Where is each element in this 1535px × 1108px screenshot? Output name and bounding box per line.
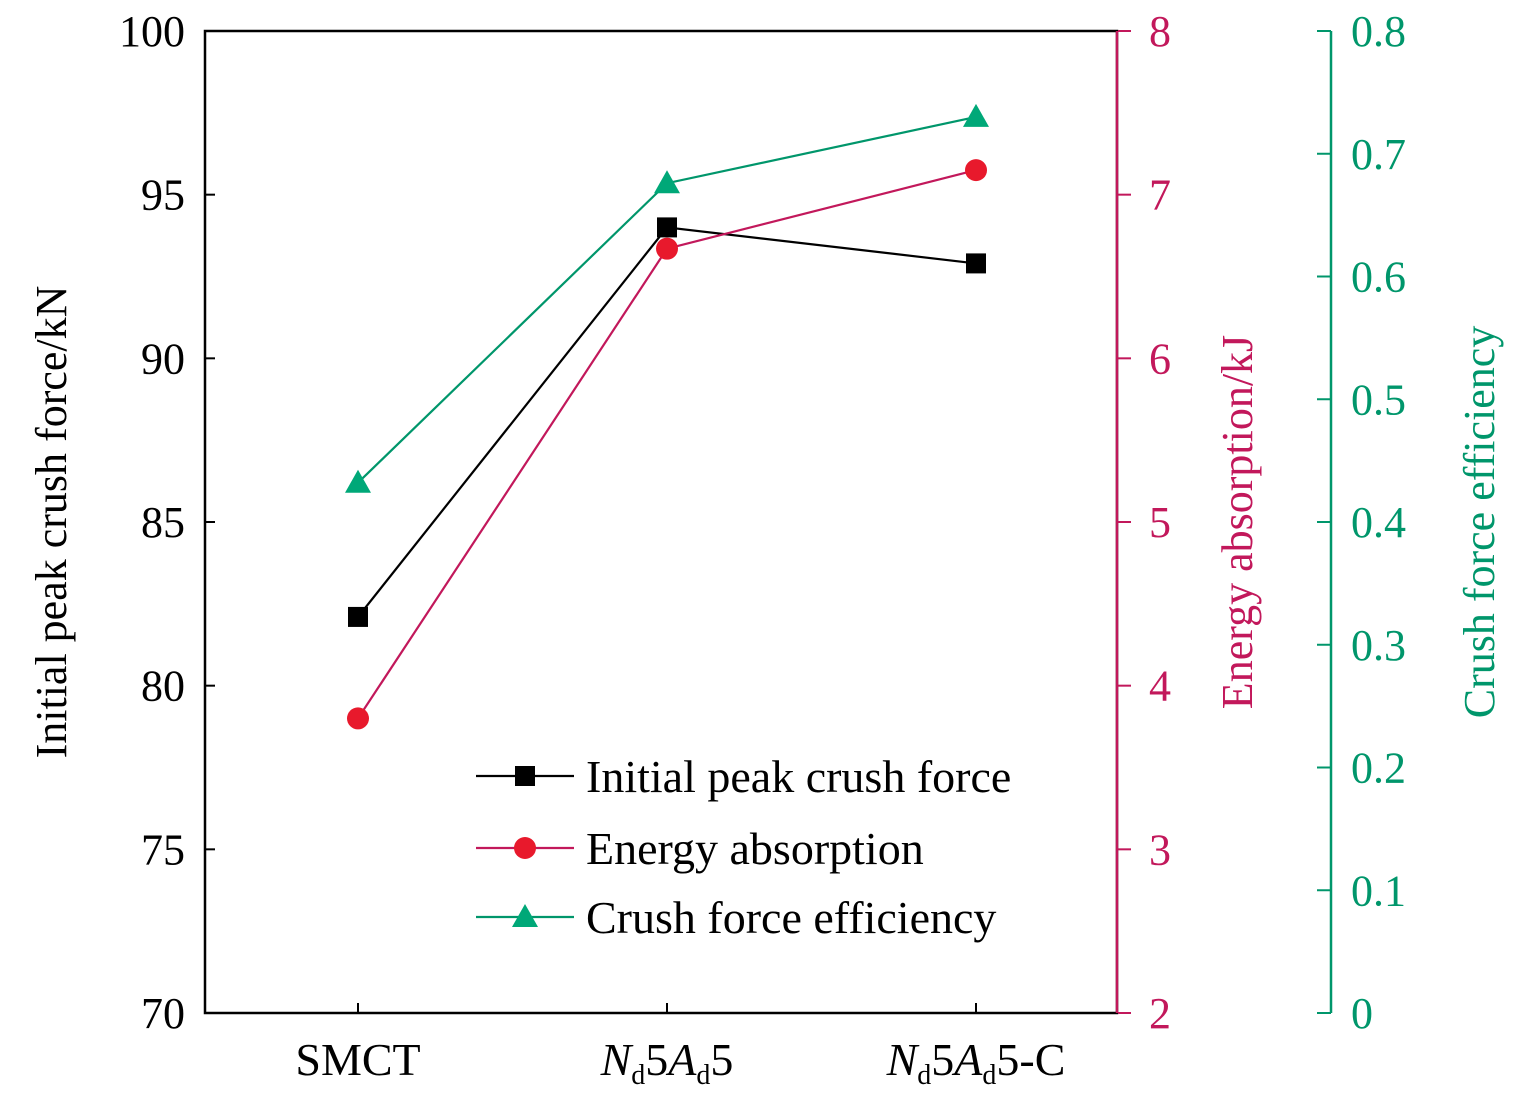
legend-label: Crush force efficiency <box>586 892 996 943</box>
efficiency-axis-tick-label: 0.2 <box>1351 744 1406 793</box>
x-axis: SMCT Nd5Ad5 Nd5Ad5-C <box>295 1003 1065 1091</box>
efficiency-axis-tick-label: 0 <box>1351 989 1373 1038</box>
energy-axis-tick-label: 5 <box>1149 498 1171 547</box>
data-point-crush-force-efficiency <box>654 170 680 194</box>
legend-label: Energy absorption <box>586 823 924 874</box>
series-energy-absorption <box>347 159 987 730</box>
data-point-initial-peak-crush-force <box>966 253 986 274</box>
data-point-energy-absorption <box>656 237 678 260</box>
data-point-crush-force-efficiency <box>345 469 371 493</box>
series-initial-peak-crush-force <box>348 217 986 627</box>
efficiency-axis-tick-label: 0.5 <box>1351 375 1406 424</box>
energy-axis: 2 3 4 5 6 7 8 <box>1115 7 1171 1038</box>
left-axis-tick-label: 95 <box>141 171 185 220</box>
efficiency-axis-title: Crush force efficiency <box>1455 326 1504 719</box>
left-axis: 70 75 80 85 90 95 100 <box>119 7 215 1038</box>
legend: Initial peak crush force Energy absorptio… <box>476 751 1011 943</box>
legend-marker <box>515 766 535 786</box>
efficiency-axis: 0 0.1 0.2 0.3 0.4 0.5 0.6 0.7 0.8 <box>1317 7 1406 1038</box>
x-axis-category-label: Nd5Ad5-C <box>886 1034 1066 1091</box>
data-point-energy-absorption <box>965 159 987 182</box>
energy-axis-tick-label: 6 <box>1149 334 1171 383</box>
efficiency-axis-tick-label: 0.4 <box>1351 498 1406 547</box>
series-line-initial-peak-crush-force <box>357 226 977 618</box>
legend-label: Initial peak crush force <box>586 751 1011 802</box>
data-point-initial-peak-crush-force <box>657 217 677 238</box>
energy-axis-tick-label: 7 <box>1149 171 1171 220</box>
data-point-initial-peak-crush-force <box>348 606 368 627</box>
x-axis-category-label: SMCT <box>295 1034 420 1085</box>
efficiency-axis-tick-label: 0.7 <box>1351 130 1406 179</box>
data-point-crush-force-efficiency <box>963 103 989 127</box>
legend-marker <box>514 837 536 859</box>
energy-axis-tick-label: 4 <box>1149 662 1171 711</box>
left-axis-tick-label: 80 <box>141 662 185 711</box>
energy-axis-tick-label: 2 <box>1149 989 1171 1038</box>
data-point-energy-absorption <box>347 707 369 730</box>
legend-marker <box>512 904 538 927</box>
energy-axis-tick-label: 8 <box>1149 7 1171 56</box>
legend-item-energy-absorption: Energy absorption <box>476 823 924 874</box>
left-axis-tick-label: 90 <box>141 334 185 383</box>
efficiency-axis-tick-label: 0.3 <box>1351 621 1406 670</box>
series-crush-force-efficiency <box>345 103 989 493</box>
efficiency-axis-tick-label: 0.6 <box>1351 253 1406 302</box>
legend-item-initial-peak-crush-force: Initial peak crush force <box>476 751 1011 802</box>
left-axis-tick-label: 75 <box>141 825 185 874</box>
x-axis-category-label: Nd5Ad5 <box>600 1034 734 1091</box>
left-axis-tick-label: 85 <box>141 498 185 547</box>
energy-axis-tick-label: 3 <box>1149 825 1171 874</box>
series-layer <box>345 103 989 730</box>
energy-axis-title: Energy absorption/kJ <box>1213 335 1262 709</box>
left-axis-tick-label: 70 <box>141 989 185 1038</box>
left-axis-tick-label: 100 <box>119 7 185 56</box>
efficiency-axis-tick-label: 0.1 <box>1351 866 1406 915</box>
left-axis-title: Initial peak crush force/kN <box>27 286 76 759</box>
efficiency-axis-tick-label: 0.8 <box>1351 7 1406 56</box>
legend-item-crush-force-efficiency: Crush force efficiency <box>476 892 996 943</box>
